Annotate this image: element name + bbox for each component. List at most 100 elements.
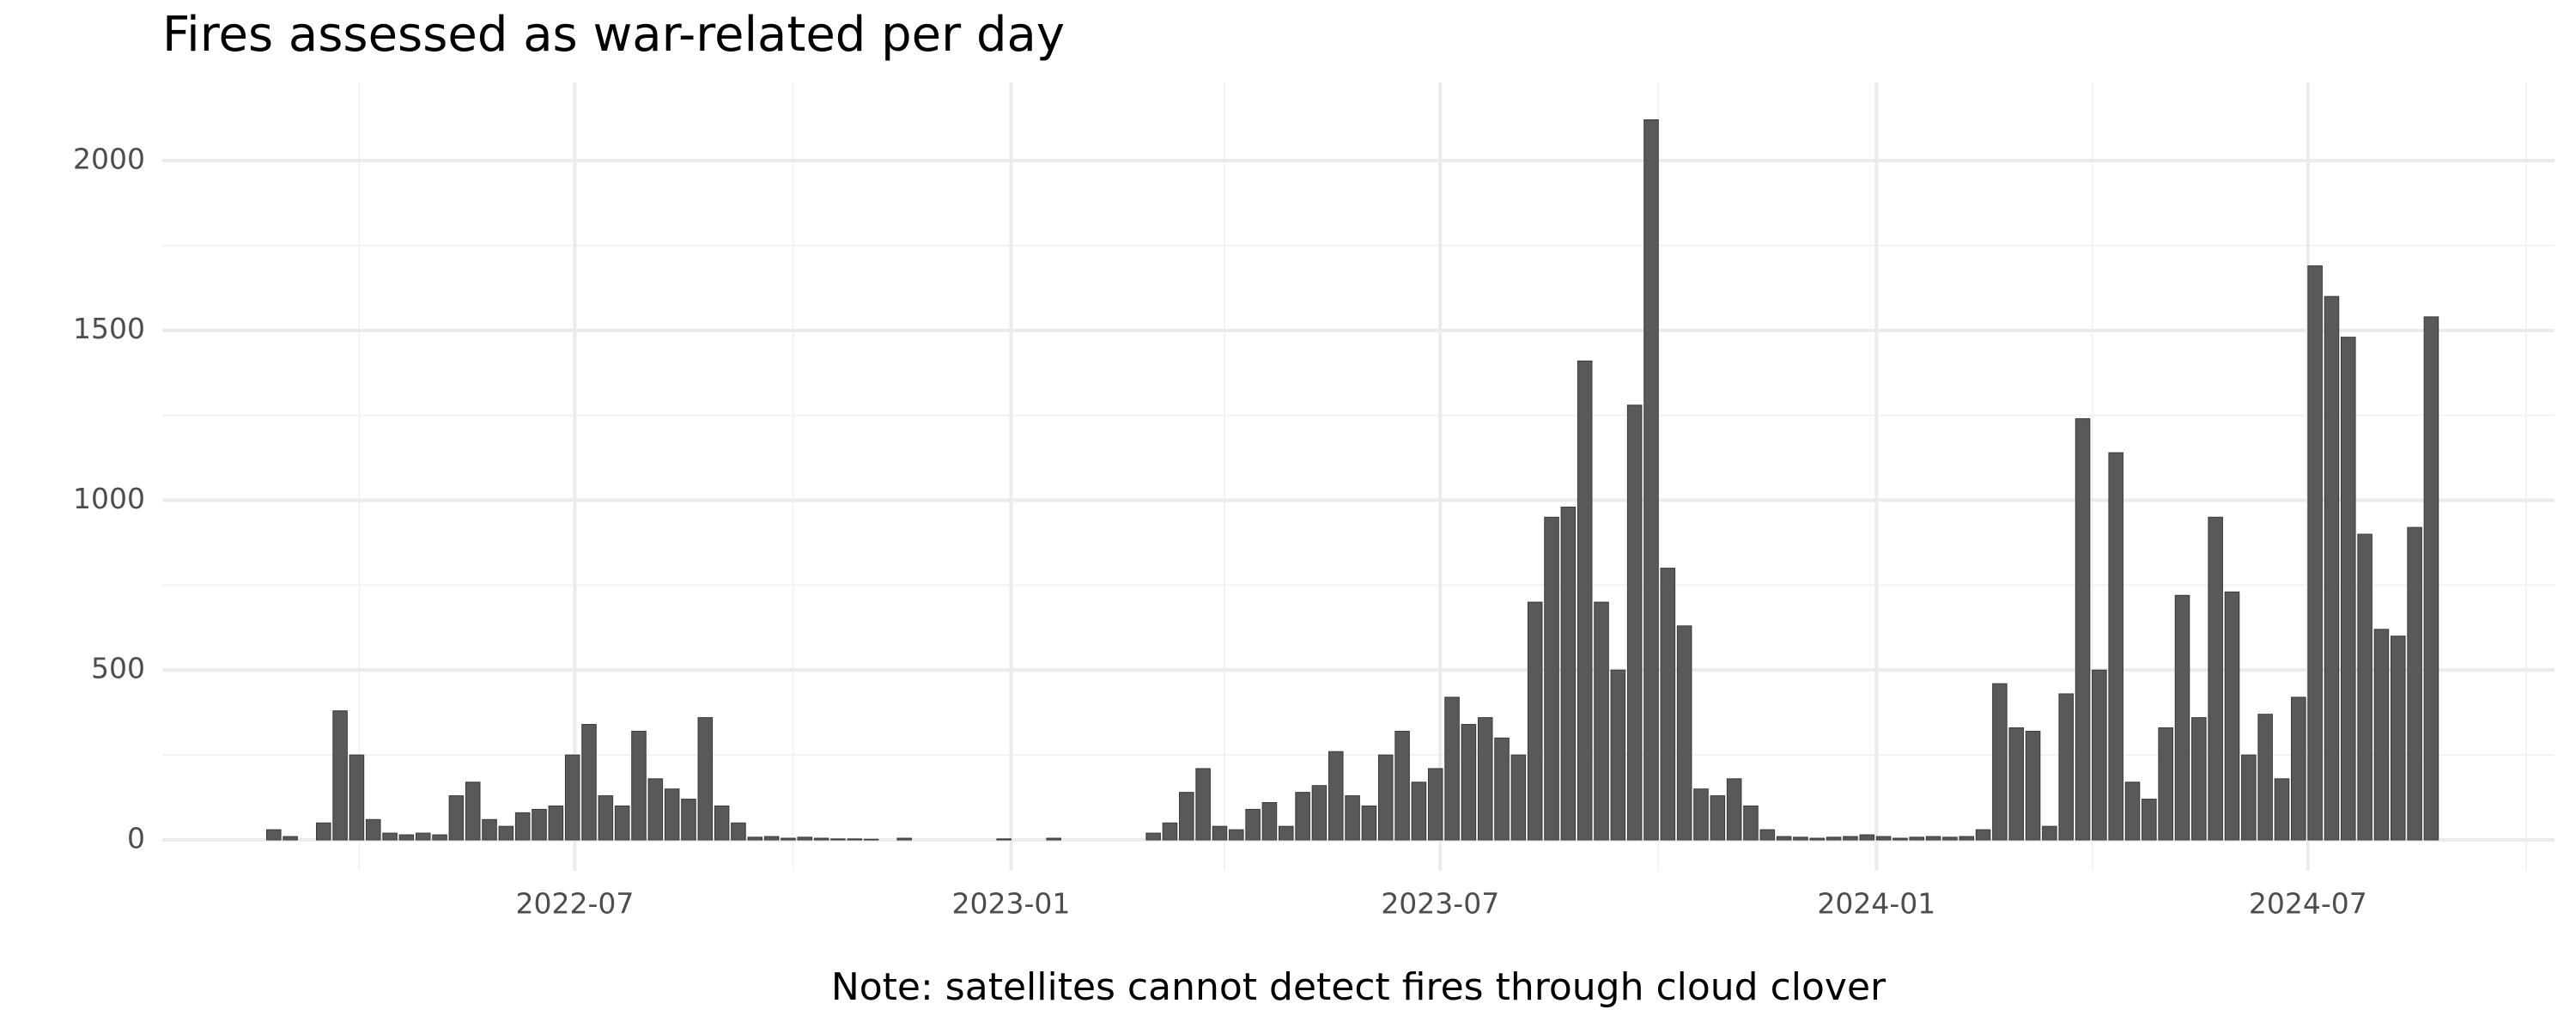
y-tick-label: 500 xyxy=(91,652,145,685)
bar xyxy=(1411,782,1427,841)
bar xyxy=(1179,792,1194,841)
bar xyxy=(498,825,514,841)
bar xyxy=(482,818,497,841)
bar xyxy=(1959,836,1975,841)
bar xyxy=(265,829,282,841)
bar xyxy=(813,837,829,841)
bar xyxy=(1560,506,1577,841)
bar xyxy=(1759,829,1776,841)
bar xyxy=(349,754,365,841)
bar xyxy=(2174,594,2190,841)
y-tick-label: 1500 xyxy=(73,312,145,345)
bar xyxy=(1693,788,1709,841)
bar xyxy=(1195,768,1211,841)
bar xyxy=(1544,516,1559,841)
x-tick-label: 2024-07 xyxy=(2249,887,2367,921)
bar xyxy=(896,837,913,841)
bar xyxy=(564,754,580,841)
bar xyxy=(1327,751,1344,841)
bar xyxy=(1145,832,1161,841)
bar xyxy=(2274,778,2290,841)
bar xyxy=(332,710,348,841)
bar xyxy=(2108,452,2123,841)
bar xyxy=(763,836,780,841)
bar xyxy=(1793,836,1808,841)
bar xyxy=(1311,785,1327,841)
bar xyxy=(598,795,614,841)
y-tick-label: 2000 xyxy=(73,142,145,175)
bar xyxy=(1710,795,1726,841)
bar xyxy=(1925,836,1941,841)
bar xyxy=(2224,591,2240,841)
bar xyxy=(548,805,564,841)
bar xyxy=(747,836,763,841)
bar xyxy=(1361,805,1377,841)
bar xyxy=(1859,834,1875,841)
bar xyxy=(714,805,730,841)
bar xyxy=(847,838,863,841)
caption: Note: satellites cannot detect fires thr… xyxy=(831,965,1886,1009)
bar xyxy=(1975,829,1991,841)
bar xyxy=(996,838,1012,841)
bar xyxy=(2042,825,2057,841)
bar xyxy=(1427,768,1443,841)
bar xyxy=(681,799,696,841)
bar xyxy=(1676,625,1692,841)
bar xyxy=(1394,730,1410,841)
bar xyxy=(2340,337,2356,841)
bar xyxy=(797,836,813,841)
bar xyxy=(2092,669,2107,841)
bar xyxy=(2390,636,2406,841)
bar xyxy=(2142,799,2157,841)
bar xyxy=(1992,683,2008,841)
bar xyxy=(2058,693,2074,841)
bar xyxy=(1162,822,1178,841)
bar xyxy=(2291,696,2306,841)
bar xyxy=(448,795,465,841)
bar xyxy=(1279,825,1294,841)
bar xyxy=(1743,805,1759,841)
bar xyxy=(1843,836,1858,841)
bar xyxy=(1295,792,1310,841)
bar xyxy=(532,808,547,841)
bar xyxy=(1875,836,1892,841)
plot: 0 500 1000 1500 2000 2022-07 2023-01 2023-07 202… xyxy=(73,82,2555,921)
bar xyxy=(465,782,481,841)
bar xyxy=(1893,837,1908,841)
bar xyxy=(398,834,415,841)
x-tick-label: 2023-01 xyxy=(952,887,1071,921)
bar xyxy=(1046,837,1061,841)
bar xyxy=(2075,418,2091,841)
bar xyxy=(2208,516,2223,841)
bar xyxy=(2008,727,2025,841)
bar xyxy=(614,805,630,841)
bar xyxy=(1527,601,1543,841)
bar xyxy=(1809,837,1826,841)
bar xyxy=(2124,782,2141,841)
bar xyxy=(1942,836,1958,841)
x-tick-label: 2024-01 xyxy=(1817,887,1935,921)
bar xyxy=(1245,808,1261,841)
bar xyxy=(731,822,746,841)
bar xyxy=(1626,404,1643,841)
bar xyxy=(382,832,398,841)
bar xyxy=(2025,730,2041,841)
bar xyxy=(664,788,680,841)
bar xyxy=(1229,829,1244,841)
bar xyxy=(1643,119,1659,841)
bar xyxy=(2407,526,2422,841)
bar xyxy=(2357,533,2372,841)
bar xyxy=(1909,836,1925,841)
bar xyxy=(647,778,664,841)
y-tick-label: 1000 xyxy=(73,482,145,515)
bar xyxy=(1577,360,1593,841)
bar xyxy=(581,724,597,841)
bar xyxy=(1212,825,1228,841)
bar xyxy=(415,832,431,841)
bar xyxy=(1261,802,1278,841)
bar xyxy=(2423,316,2439,841)
bar xyxy=(863,838,879,841)
x-tick-label: 2022-07 xyxy=(515,887,634,921)
bar xyxy=(2324,295,2340,841)
